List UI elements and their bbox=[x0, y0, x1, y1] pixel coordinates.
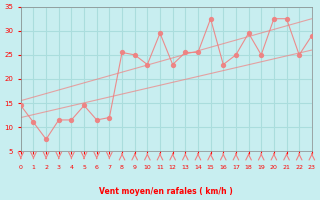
Point bbox=[196, 51, 201, 54]
Point bbox=[221, 63, 226, 66]
X-axis label: Vent moyen/en rafales ( km/h ): Vent moyen/en rafales ( km/h ) bbox=[100, 187, 233, 196]
Point bbox=[284, 17, 289, 20]
Point bbox=[44, 138, 49, 141]
Point bbox=[233, 53, 238, 56]
Point bbox=[18, 104, 23, 107]
Point bbox=[145, 63, 150, 66]
Point bbox=[94, 118, 99, 122]
Point bbox=[119, 51, 124, 54]
Point bbox=[132, 53, 137, 56]
Point bbox=[208, 17, 213, 20]
Point bbox=[170, 63, 175, 66]
Point bbox=[297, 53, 302, 56]
Point bbox=[271, 17, 276, 20]
Point bbox=[56, 118, 61, 122]
Point bbox=[157, 32, 163, 35]
Point bbox=[309, 34, 314, 37]
Point bbox=[107, 116, 112, 119]
Point bbox=[246, 32, 251, 35]
Point bbox=[82, 104, 87, 107]
Point bbox=[31, 121, 36, 124]
Point bbox=[183, 51, 188, 54]
Point bbox=[259, 53, 264, 56]
Point bbox=[69, 118, 74, 122]
